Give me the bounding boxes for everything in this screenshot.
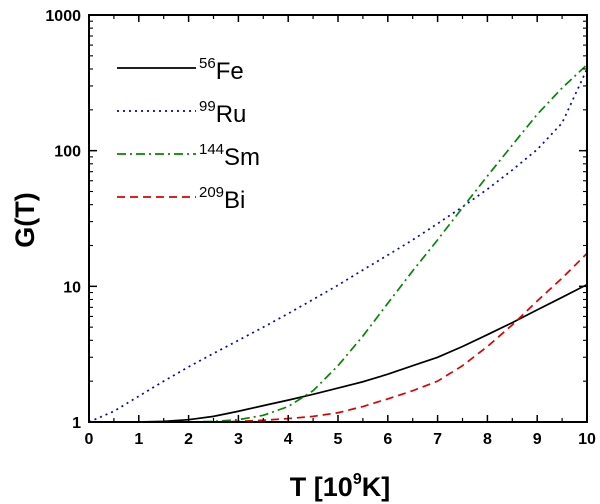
x-tick-label: 4	[284, 431, 293, 448]
x-tick-label: 2	[184, 431, 193, 448]
plot-frame	[88, 14, 588, 423]
legend-label-99Ru: 99Ru	[199, 98, 246, 128]
x-tick-label: 3	[234, 431, 243, 448]
x-tick-label: 1	[134, 431, 143, 448]
y-tick-label: 1	[72, 415, 81, 432]
plot-area	[89, 64, 587, 422]
y-tick-label: 100	[54, 144, 81, 161]
series-line-56Fe	[89, 283, 587, 422]
legend: 56Fe 99Ru 144Sm 209Bi	[117, 55, 260, 214]
x-tick-label: 6	[383, 431, 392, 448]
x-tick-label: 9	[533, 431, 542, 448]
series-line-99Ru	[89, 68, 587, 422]
series-line-209Bi	[89, 252, 587, 422]
legend-label-144Sm: 144Sm	[199, 141, 260, 171]
legend-label-209Bi: 209Bi	[199, 184, 245, 214]
y-axis-title: G(T)	[10, 192, 40, 247]
x-tick-label: 0	[85, 431, 94, 448]
legend-label-56Fe: 56Fe	[199, 55, 244, 85]
y-tick-label: 10	[63, 279, 81, 296]
y-tick-label: 1000	[45, 8, 81, 25]
x-tick-label: 7	[433, 431, 442, 448]
x-axis-title: T [109K]	[290, 471, 390, 502]
x-tick-label: 8	[483, 431, 492, 448]
series-line-144Sm	[89, 64, 587, 422]
x-tick-label: 10	[578, 431, 596, 448]
x-tick-label: 5	[334, 431, 343, 448]
